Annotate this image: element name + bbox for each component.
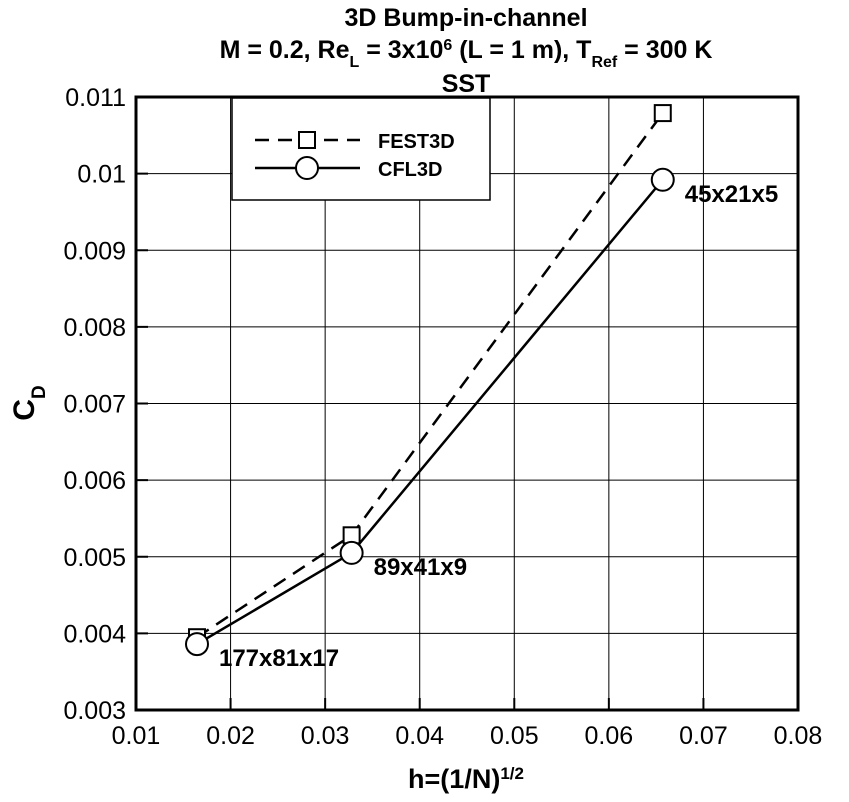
chart-title-part: = 300 K [617, 36, 712, 64]
x-tick-label: 0.05 [490, 722, 539, 750]
chart-title-part: SST [442, 70, 491, 98]
y-tick-label: 0.007 [63, 391, 126, 419]
x-tick-label: 0.08 [774, 722, 823, 750]
marker [342, 526, 361, 545]
legend-marker [298, 131, 316, 149]
x-tick-label: 0.04 [395, 722, 444, 750]
chart-title-part: = 3x10 [359, 36, 443, 64]
chart-title: SST [442, 70, 491, 98]
y-axis-label-part: C [8, 399, 41, 421]
chart-title-part: 6 [443, 37, 452, 54]
y-tick-label: 0.005 [63, 544, 126, 572]
x-axis-label: h=(1/N)1/2 [408, 764, 524, 795]
x-axis-label-part: 1/2 [500, 764, 524, 783]
y-tick-label: 0.004 [63, 620, 126, 648]
marker [653, 104, 672, 123]
legend-label: CFL3D [378, 159, 442, 181]
y-tick-label: 0.01 [77, 161, 126, 189]
y-tick-label: 0.008 [63, 314, 126, 342]
y-tick-label: 0.011 [65, 84, 126, 112]
y-axis-label: CD [8, 385, 50, 420]
x-tick-label: 0.03 [301, 722, 350, 750]
chart-title-part: Ref [591, 54, 617, 71]
chart-title: 3D Bump-in-channel [344, 4, 587, 32]
plot-frame [134, 95, 800, 712]
chart-title-part: M = 0.2, Re [220, 36, 350, 64]
chart-title: M = 0.2, ReL = 3x106 (L = 1 m), TRef = 3… [220, 36, 713, 71]
marker [184, 632, 209, 657]
annotation: 177x81x17 [219, 645, 339, 672]
chart-title-part: 3D Bump-in-channel [344, 4, 587, 32]
annotation: 45x21x5 [685, 181, 778, 208]
legend-box [231, 97, 491, 201]
x-axis-label-part: h=(1/N) [408, 764, 500, 794]
chart-title-part: (L = 1 m), T [452, 36, 591, 64]
chart-title-part: L [349, 54, 359, 71]
y-axis-label-part: D [29, 385, 50, 399]
annotation: 89x41x9 [374, 554, 467, 581]
x-tick-label: 0.01 [112, 722, 161, 750]
y-tick-label: 0.009 [63, 237, 126, 265]
marker [650, 167, 675, 192]
x-tick-label: 0.07 [679, 722, 728, 750]
marker [339, 540, 364, 565]
y-tick-label: 0.003 [63, 697, 126, 725]
x-tick-label: 0.06 [585, 722, 634, 750]
y-tick-label: 0.006 [63, 467, 126, 495]
x-tick-label: 0.02 [206, 722, 255, 750]
legend-marker [295, 156, 319, 180]
legend-label: FEST3D [378, 131, 455, 153]
